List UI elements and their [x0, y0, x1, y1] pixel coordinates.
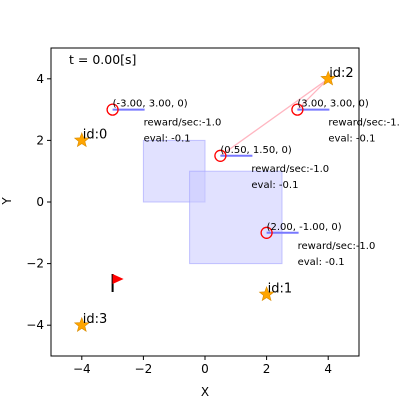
- agent-0-marker: [106, 103, 119, 116]
- agent-0-reward: reward/sec:-1.0: [144, 118, 222, 129]
- goal-label-1: id:1: [268, 281, 293, 296]
- agent-1-coord: (3.00, 3.00, 0): [297, 99, 369, 110]
- goal-star-3: [73, 316, 90, 332]
- tick-layer: −4 −2 0 2 4 −4 −2 0 2 4: [26, 72, 332, 376]
- goal-star-0: [73, 132, 90, 148]
- agent-layer: (-3.00, 3.00, 0) reward/sec:-1.0 eval: -0.…: [106, 99, 400, 268]
- flag-icon: [112, 274, 124, 284]
- y-axis-label: Y: [0, 197, 14, 206]
- agent-3-reward: reward/sec:-1.0: [298, 241, 376, 252]
- goal-star-1: [258, 286, 275, 302]
- agent-3-eval: eval: -0.1: [298, 257, 345, 268]
- agent-1-marker: [291, 103, 304, 116]
- y-tick-label-4: 4: [36, 72, 44, 86]
- goal-label-2: id:2: [329, 66, 354, 81]
- x-tick-label-2: 0: [201, 362, 209, 376]
- goal-label-3: id:3: [83, 312, 108, 327]
- agent-1-target-link: [296, 78, 329, 111]
- goal-star-2: [320, 70, 337, 86]
- agent-3-coord: (2.00, -1.00, 0): [267, 222, 342, 233]
- y-tick-label-1: −2: [26, 257, 44, 271]
- agent-1-eval: eval: -0.1: [328, 134, 375, 145]
- agent-3-marker: [260, 226, 273, 239]
- obstacle-layer: [142, 139, 283, 265]
- goal-label-0: id:0: [83, 127, 108, 142]
- agent-1-reward: reward/sec:-1.0: [328, 118, 400, 129]
- agent-0-eval: eval: -0.1: [144, 134, 191, 145]
- obstacle-1: [189, 170, 283, 265]
- agent-2-marker: [214, 149, 227, 162]
- time-label: t = 0.00[s]: [69, 52, 136, 67]
- agent-2-target-link: [220, 78, 329, 157]
- x-tick-label-0: −4: [73, 362, 91, 376]
- agent-2-eval: eval: -0.1: [251, 180, 298, 191]
- flag-layer: [111, 274, 124, 292]
- y-tick-label-0: −4: [26, 318, 44, 332]
- agent-2-coord: (0.50, 1.50, 0): [220, 145, 292, 156]
- x-axis-label: X: [201, 385, 209, 399]
- x-tick-label-4: 4: [324, 362, 332, 376]
- agent-0-coord: (-3.00, 3.00, 0): [113, 99, 188, 110]
- link-layer: [220, 78, 329, 157]
- x-tick-label-1: −2: [135, 362, 153, 376]
- agent-2-reward: reward/sec:-1.0: [251, 164, 329, 175]
- goal-layer: id:0 id:1 id:2 id:3: [73, 66, 354, 332]
- x-tick-label-3: 2: [263, 362, 271, 376]
- y-tick-label-3: 2: [36, 133, 44, 147]
- y-tick-label-2: 0: [36, 195, 44, 209]
